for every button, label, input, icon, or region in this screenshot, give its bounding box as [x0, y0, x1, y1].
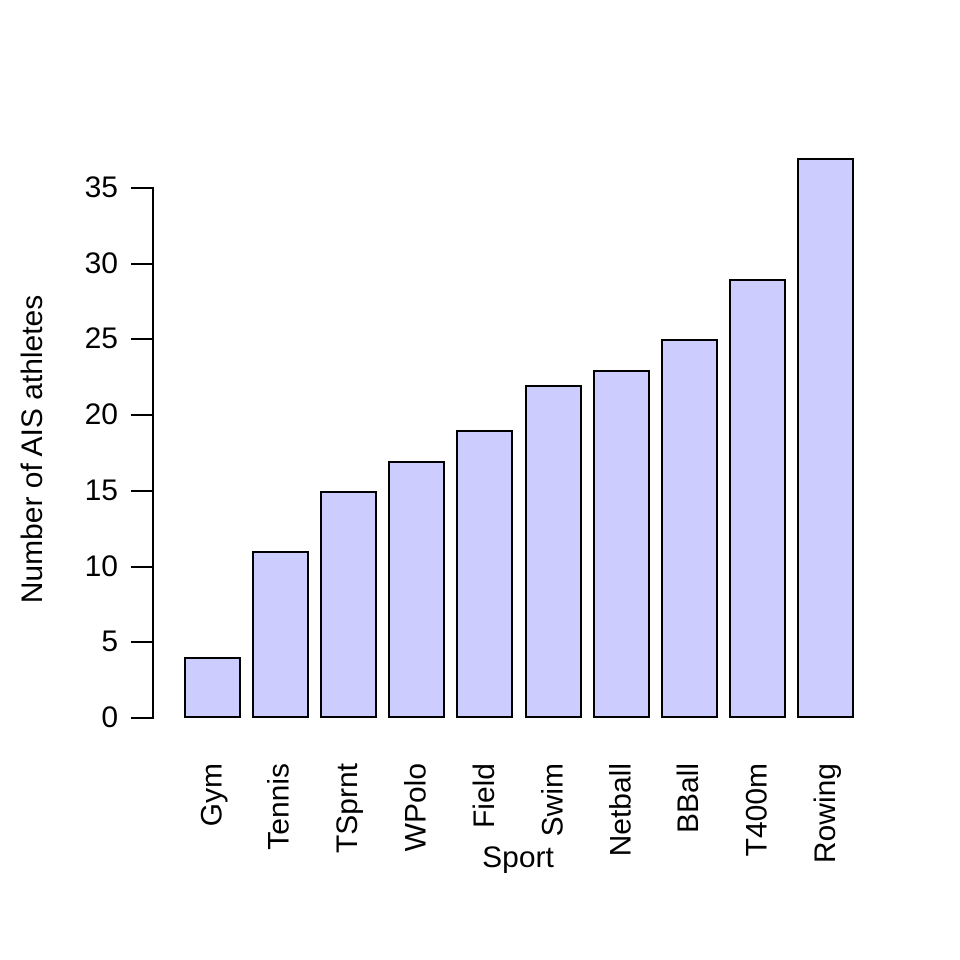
bar-rowing	[797, 157, 855, 718]
x-category-label-netball: Netball	[604, 763, 638, 857]
x-category-label-wpolo: WPolo	[399, 763, 433, 852]
bar-netball	[592, 369, 650, 718]
bar-t400m	[729, 278, 787, 718]
y-tick-label: 10	[84, 549, 118, 583]
y-tick	[131, 565, 152, 568]
x-category-label-swim: Swim	[536, 763, 569, 837]
y-tick-label: 20	[84, 398, 118, 432]
y-tick-label: 35	[84, 170, 118, 204]
x-category-label-t400m: T400m	[740, 763, 774, 857]
x-category-label-tennis: Tennis	[263, 763, 297, 850]
y-tick	[131, 489, 152, 492]
bar-field	[456, 430, 514, 718]
x-category-label-gym: Gym	[195, 763, 228, 827]
y-tick-label: 30	[84, 246, 118, 280]
x-category-label-rowing: Rowing	[808, 763, 842, 864]
bar-tsprnt	[319, 490, 377, 718]
bar-bball	[660, 339, 718, 718]
y-axis-line	[152, 186, 154, 719]
bar-swim	[524, 384, 582, 718]
y-tick-label: 15	[84, 473, 118, 507]
y-tick	[131, 338, 152, 341]
y-tick	[131, 186, 152, 189]
y-tick-label: 25	[84, 322, 118, 356]
bar-wpolo	[388, 460, 446, 718]
bar-tennis	[251, 551, 309, 718]
y-tick-label: 5	[101, 625, 118, 659]
x-category-label-tsprnt: TSprnt	[331, 763, 365, 854]
bar-gym	[183, 657, 241, 718]
y-tick-label: 0	[101, 701, 118, 734]
y-tick	[131, 717, 152, 719]
x-axis-title: Sport	[482, 841, 554, 874]
y-tick	[131, 414, 152, 417]
x-category-label-field: Field	[467, 763, 501, 829]
y-axis-title: Number of AIS athletes	[16, 294, 49, 604]
y-tick	[131, 641, 152, 644]
y-tick	[131, 262, 152, 265]
x-category-label-bball: BBall	[672, 763, 706, 834]
